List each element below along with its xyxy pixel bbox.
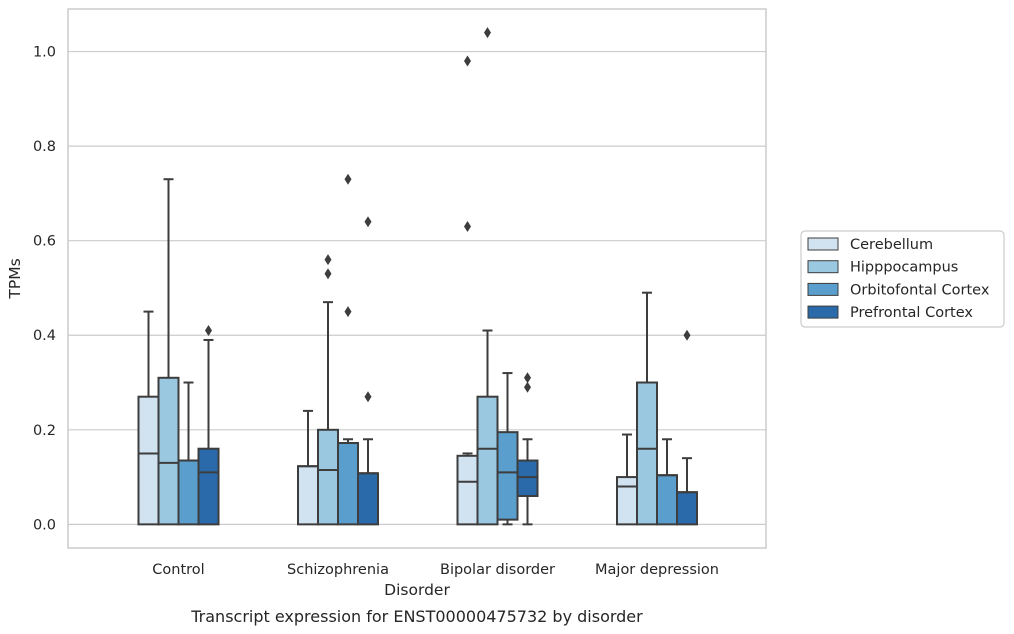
y-tick-label: 0.6 (33, 234, 56, 250)
box-2-0 (456, 55, 479, 526)
outlier-point (364, 391, 372, 403)
y-tick-label: 0.4 (33, 328, 56, 344)
legend-swatch (807, 282, 839, 296)
box-1-2 (337, 173, 359, 526)
outlier-point (344, 306, 352, 318)
outlier-point (464, 220, 471, 232)
box-1-1 (317, 254, 339, 526)
box-0-0 (137, 310, 160, 526)
box-2-2 (496, 372, 519, 526)
outlier-point (524, 381, 531, 393)
box-body (516, 459, 539, 497)
outlier-point (205, 325, 212, 337)
box-body (157, 376, 180, 526)
x-axis-label: Disorder (384, 581, 450, 599)
legend-swatch (807, 305, 839, 319)
x-tick-label: Bipolar disorder (440, 562, 555, 578)
legend-label: Hipppocampus (850, 260, 958, 276)
box-body (297, 465, 319, 526)
box-body (656, 474, 678, 526)
x-tick-label: Control (152, 562, 204, 578)
box-body (177, 459, 200, 526)
legend-label: Orbitofontal Cortex (850, 282, 990, 298)
box-body (456, 454, 479, 526)
outlier-point (324, 254, 332, 266)
y-tick-label: 0.2 (33, 423, 56, 439)
y-tick-label: 0.0 (33, 517, 56, 533)
y-axis-ticks: 0.0 0.2 0.4 0.6 0.8 1.0 (33, 45, 56, 534)
x-axis-ticks: Control Schizophrenia Bipolar disorder Majo… (152, 562, 719, 578)
box-body (636, 381, 658, 526)
box-0-1 (157, 178, 180, 526)
box-2-3 (516, 372, 539, 526)
box-body (616, 476, 638, 526)
box-body (357, 472, 379, 526)
box-3-3 (676, 329, 698, 526)
legend-swatch (807, 237, 839, 251)
box-2-1 (476, 27, 499, 526)
y-tick-label: 1.0 (33, 45, 56, 61)
box-body (476, 395, 499, 526)
outlier-point (524, 372, 531, 384)
outlier-point (324, 268, 332, 280)
box-body (337, 442, 359, 526)
box-3-2 (656, 438, 678, 526)
legend-label: Cerebellum (850, 237, 933, 253)
outlier-point (484, 27, 491, 39)
y-tick-label: 0.8 (33, 139, 56, 155)
legend-swatch (807, 260, 839, 274)
box-0-2 (177, 381, 200, 526)
box-3-1 (636, 291, 658, 526)
box-body (197, 447, 220, 526)
box-body (137, 395, 160, 526)
y-axis-label: TPMs (6, 258, 24, 299)
box-plot-area (137, 27, 698, 526)
box-1-3 (357, 216, 379, 526)
legend-label: Prefrontal Cortex (850, 305, 973, 321)
outlier-point (364, 216, 372, 228)
outlier-point (683, 329, 691, 341)
outlier-point (464, 55, 471, 67)
legend-frame (800, 230, 1005, 328)
box-body (676, 491, 698, 526)
plot-frame (67, 8, 767, 549)
legend: Cerebellum Hipppocampus Orbitofontal Corte… (800, 230, 1005, 328)
box-body (317, 428, 339, 526)
chart-caption: Transcript expression for ENST0000047573… (190, 607, 643, 626)
box-1-0 (297, 409, 319, 526)
outlier-point (344, 173, 352, 185)
x-tick-label: Schizophrenia (287, 562, 389, 578)
box-0-3 (197, 325, 220, 526)
box-3-0 (616, 433, 638, 526)
box-body (496, 431, 519, 521)
x-tick-label: Major depression (595, 562, 719, 578)
